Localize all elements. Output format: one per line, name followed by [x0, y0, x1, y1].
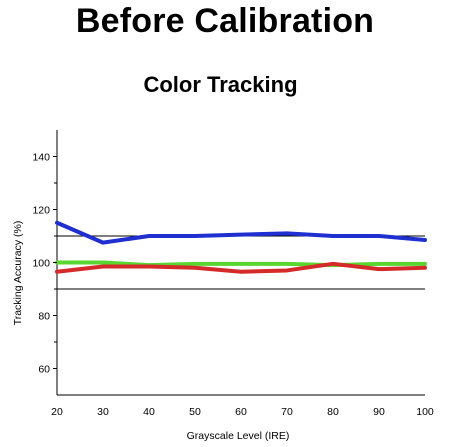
page-title: Before Calibration [75, 2, 375, 40]
y-tick-label: 100 [32, 258, 50, 270]
series-line [55, 260, 427, 268]
y-tick-label: 140 [32, 152, 50, 164]
x-tick-label: 60 [235, 406, 247, 418]
y-tick-label: 60 [38, 364, 50, 376]
y-tick-label: 120 [32, 205, 50, 217]
series-lines [55, 220, 427, 274]
x-tick-label: 100 [416, 406, 434, 418]
x-tick-label: 20 [51, 406, 63, 418]
series-line [55, 220, 427, 245]
y-tick-label: 80 [38, 311, 50, 323]
x-tick-label: 30 [97, 406, 109, 418]
x-tick-label: 80 [327, 406, 339, 418]
y-axis-label: Tracking Accuracy (%) [12, 221, 24, 326]
x-axis-label: Grayscale Level (IRE) [187, 430, 290, 442]
x-tick-label: 50 [189, 406, 201, 418]
x-tick-label: 40 [143, 406, 155, 418]
x-tick-label: 70 [281, 406, 293, 418]
series-line [55, 261, 427, 274]
chart-title: Color Tracking [143, 72, 298, 97]
tick-labels: 60 80 100 120 140 20 30 40 50 60 70 80 90 100 [32, 152, 433, 419]
x-tick-label: 90 [373, 406, 385, 418]
